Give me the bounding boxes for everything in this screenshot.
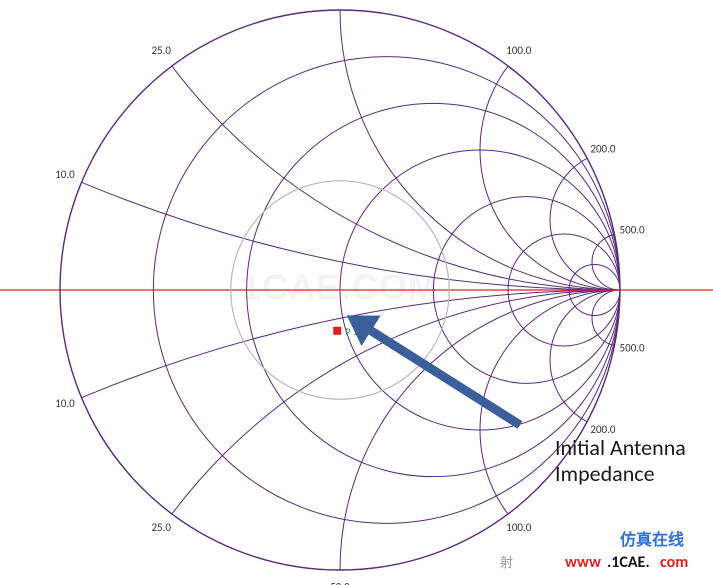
- reactance-label: 500.0: [620, 224, 646, 237]
- reactance-label: 50.0: [330, 581, 350, 585]
- impedance-marker[interactable]: [333, 326, 342, 335]
- reactance-label: 100.0: [506, 44, 532, 57]
- reactance-label: 25.0: [151, 521, 171, 534]
- reactance-label: 25.0: [151, 44, 171, 57]
- reactance-label: 500.0: [620, 342, 646, 355]
- reactance-label: 200.0: [590, 142, 616, 155]
- svg-text:仿真在线: 仿真在线: [620, 530, 684, 550]
- svg-text:射: 射: [500, 555, 513, 571]
- reactance-label: 10.0: [55, 168, 75, 181]
- svg-text:com: com: [660, 553, 688, 572]
- reactance-label: 100.0: [506, 521, 532, 534]
- reactance-label: 10.0: [55, 397, 75, 410]
- svg-text:.1CAE.: .1CAE.: [607, 553, 650, 572]
- smith-chart: 1CAE.COM10.010.025.025.050.050.0100.0100…: [0, 0, 713, 585]
- svg-text:www: www: [565, 553, 601, 572]
- annotation-text-line2: Impedance: [555, 460, 655, 487]
- annotation-text-line1: Initial Antenna: [555, 434, 686, 461]
- marker-label: P 1: [345, 325, 358, 338]
